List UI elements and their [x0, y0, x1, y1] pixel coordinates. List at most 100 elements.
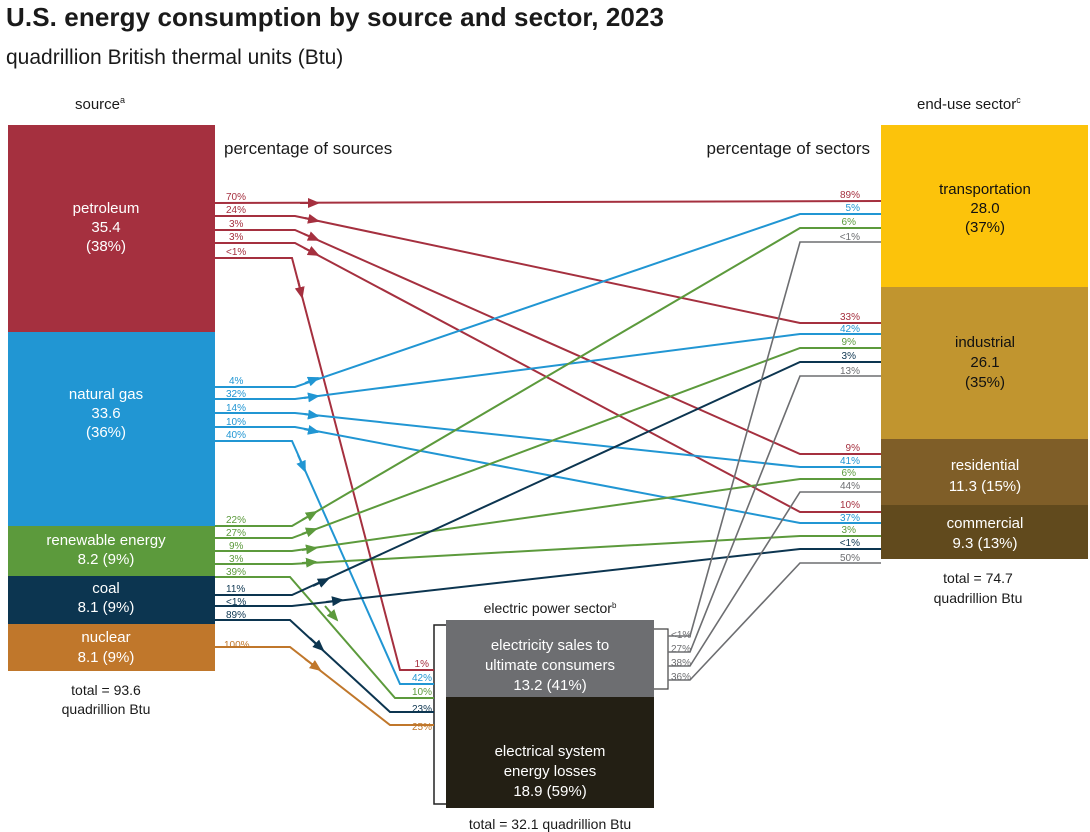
flow-pct-source-label: 10%: [226, 417, 246, 428]
flow-pct-source-label: <1%: [226, 597, 246, 608]
electric-sector-title: electric power sectorb: [484, 600, 617, 616]
flow-renewable-electric: [215, 576, 434, 699]
arrow-gas-commercial: [303, 425, 320, 435]
sector-total-line2: quadrillion Btu: [934, 590, 1023, 606]
label-industrial-name: industrial: [955, 334, 1015, 351]
node-natural-gas: [8, 332, 215, 526]
source-header: sourcea: [75, 95, 125, 113]
label-industrial-share: (35%): [965, 374, 1005, 391]
label-gas-name: natural gas: [69, 386, 143, 403]
node-renewable-energy: [8, 526, 215, 576]
flow-pct-source-label: 14%: [226, 403, 246, 414]
source-total-line2: quadrillion Btu: [62, 701, 151, 717]
pct-sectors-label: percentage of sectors: [707, 139, 870, 158]
arrow-gas-transportation: [304, 376, 320, 387]
flow-pct-source-label: 36%: [671, 672, 691, 683]
flow-coal-commercial: [215, 548, 881, 607]
flow-gas-industrial: [215, 333, 881, 400]
electric-power-nodes: [433, 620, 669, 808]
sector-nodes: [881, 125, 1088, 559]
label-nuclear-value: 8.1 (9%): [78, 649, 135, 666]
label-transportation-name: transportation: [939, 181, 1031, 198]
node-electricity-sales: [446, 620, 654, 697]
label-sales-value: 13.2 (41%): [513, 677, 586, 694]
label-renewable-value: 8.2 (9%): [78, 551, 135, 568]
flow-pct-sector-label: 5%: [846, 203, 861, 214]
arrow-renewable-commercial: [301, 557, 318, 568]
label-transportation-share: (37%): [965, 219, 1005, 236]
label-renewable-name: renewable energy: [46, 532, 166, 549]
flow-sales-transportation: [668, 241, 881, 637]
node-residential: [881, 439, 1088, 505]
flow-pct-sector-label: 41%: [840, 456, 860, 467]
flow-petroleum-commercial: [215, 242, 881, 513]
arrow-nuclear-electric: [304, 658, 322, 672]
arrow-petroleum-electric: [294, 279, 305, 299]
flow-pct-sector-label: 10%: [840, 500, 860, 511]
arrow-coal-commercial: [325, 596, 344, 607]
flow-sales-industrial: [668, 375, 881, 653]
sector-header: end-use sectorc: [917, 95, 1021, 113]
arrow-gas-industrial: [303, 392, 320, 403]
arrow-gas-residential: [303, 409, 320, 420]
arrow-renewable-industrial: [301, 527, 318, 538]
label-coal-value: 8.1 (9%): [78, 599, 135, 616]
label-commercial-value: 9.3 (13%): [952, 535, 1017, 552]
node-electrical-losses: [446, 697, 654, 808]
flows: [214, 198, 882, 726]
flow-pct-source-label: 24%: [226, 205, 246, 216]
flow-pct-source-label: 11%: [226, 584, 245, 595]
flow-gas-transportation: [215, 213, 881, 388]
arrow-gas-electric: [296, 454, 306, 473]
node-coal: [8, 576, 215, 624]
label-petroleum-name: petroleum: [73, 200, 140, 217]
flow-renewable-transportation: [215, 227, 881, 527]
flow-pct-electric-label: 1%: [415, 659, 430, 670]
flow-pct-sector-label: 37%: [840, 513, 860, 524]
sales-bracket: [654, 628, 669, 690]
label-gas-share: (36%): [86, 424, 126, 441]
flow-petroleum-transportation: [214, 200, 882, 204]
flow-pct-sector-label: 9%: [842, 337, 857, 348]
flow-pct-source-label: <1%: [226, 247, 246, 258]
flow-pct-sector-label: 89%: [840, 190, 860, 201]
flow-pct-source-label: 9%: [229, 541, 244, 552]
label-residential-value: 11.3 (15%): [949, 478, 1021, 495]
flow-pct-source-label: 27%: [226, 528, 246, 539]
label-coal-name: coal: [92, 580, 120, 597]
flow-pct-source-label: 32%: [226, 389, 246, 400]
arrow-coal-industrial: [312, 578, 330, 588]
label-nuclear-name: nuclear: [81, 629, 130, 646]
flow-pct-sector-label: 9%: [846, 443, 861, 454]
flow-pct-source-label: 40%: [226, 430, 246, 441]
arrow-coal-electric: [309, 637, 325, 652]
label-losses-line1: electrical system: [495, 743, 606, 760]
flow-renewable-commercial: [215, 535, 881, 565]
flow-gas-electric: [215, 440, 434, 685]
arrow-renewable-transportation: [301, 511, 318, 522]
label-petroleum-share: (38%): [86, 238, 126, 255]
flow-petroleum-residential: [215, 229, 881, 455]
electric-total: total = 32.1 quadrillion Btu: [469, 816, 631, 832]
flow-pct-electric-label: 23%: [412, 704, 432, 715]
node-transportation: [881, 125, 1088, 287]
label-sales-line2: ultimate consumers: [485, 657, 615, 674]
flow-pct-sector-label: <1%: [840, 232, 860, 243]
label-residential-name: residential: [951, 457, 1019, 474]
label-commercial-name: commercial: [947, 515, 1024, 532]
electric-bracket: [433, 624, 446, 805]
flow-pct-source-label: 70%: [226, 192, 246, 203]
flow-pct-electric-label: 25%: [412, 722, 432, 733]
flow-pct-electric-label: 10%: [412, 687, 432, 698]
flow-pct-sector-label: <1%: [840, 538, 860, 549]
flow-pct-sector-label: 50%: [840, 553, 860, 564]
pct-sources-label: percentage of sources: [224, 139, 392, 158]
flow-pct-sector-label: 33%: [840, 312, 860, 323]
flow-coal-industrial: [215, 361, 881, 596]
node-nuclear: [8, 624, 215, 671]
source-nodes: [8, 125, 215, 671]
flow-sales-commercial: [668, 562, 881, 681]
flow-pct-source-label: 3%: [229, 232, 244, 243]
chart-subtitle: quadrillion British thermal units (Btu): [6, 46, 344, 69]
label-gas-value: 33.6: [91, 405, 120, 422]
